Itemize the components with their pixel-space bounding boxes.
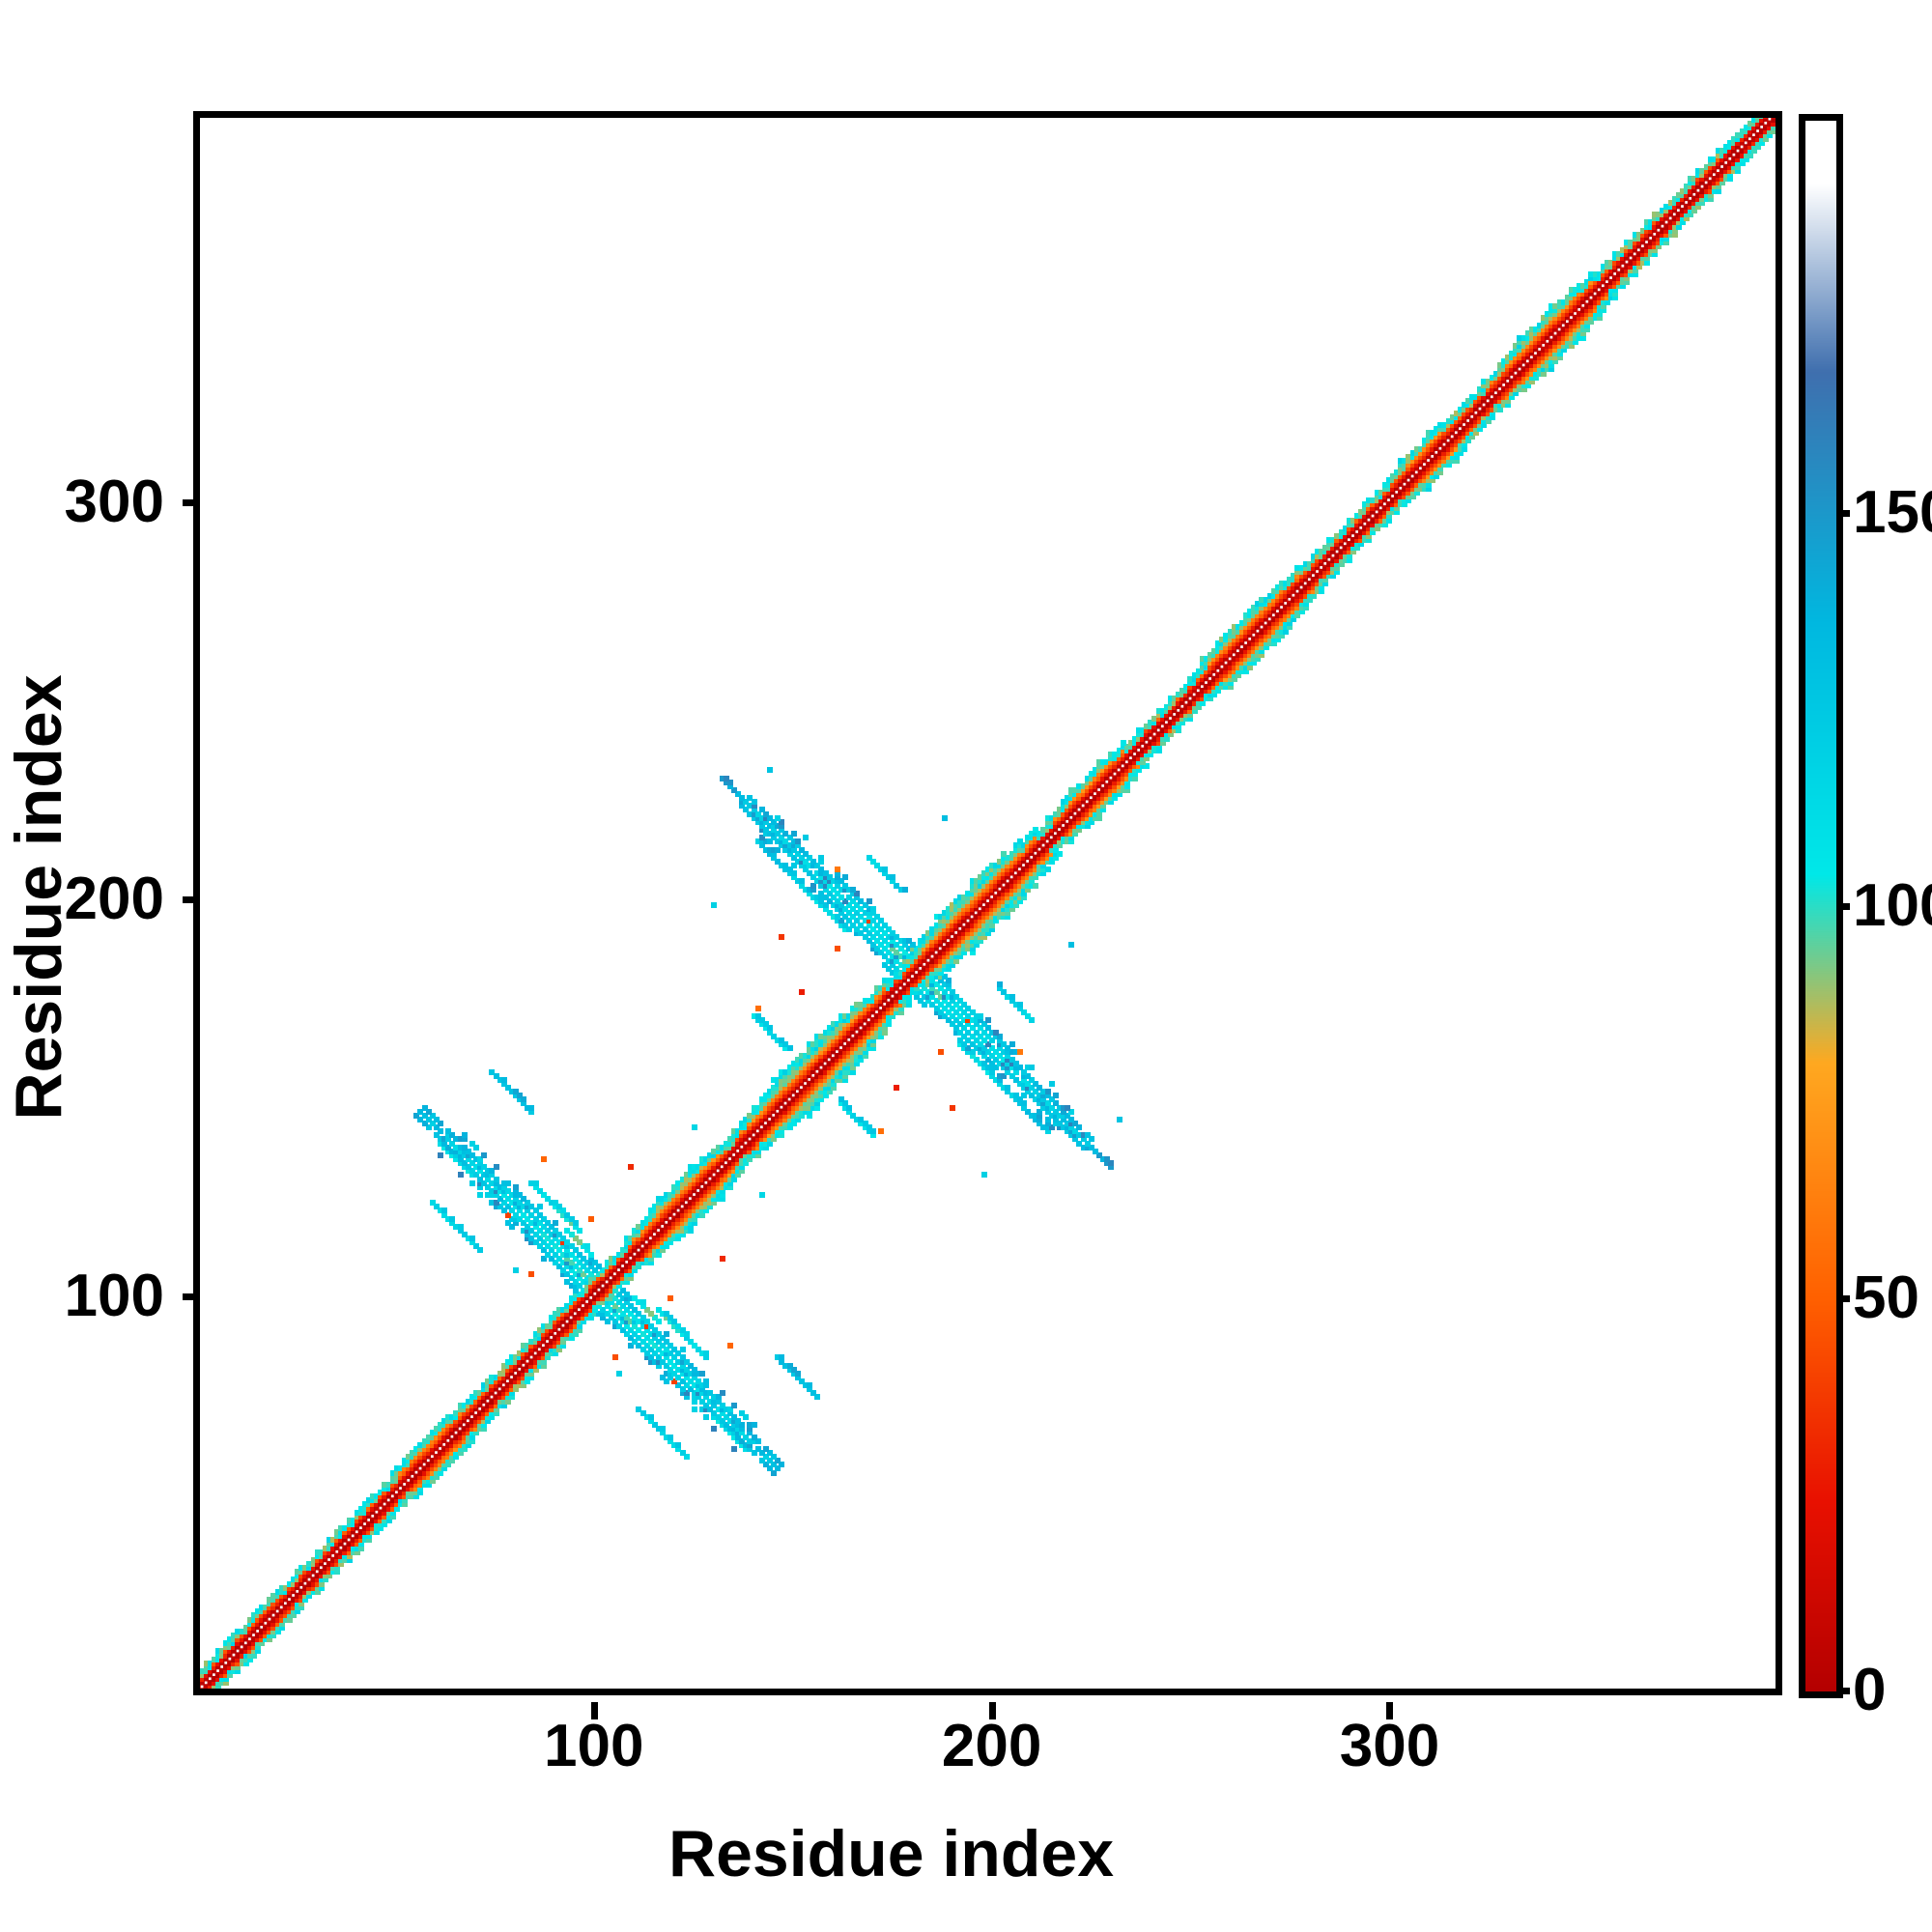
y-tick-100 bbox=[183, 1293, 200, 1300]
x-tick-300 bbox=[1386, 1702, 1394, 1719]
y-tick-label-300: 300 bbox=[64, 469, 164, 536]
x-tick-label-300: 300 bbox=[1339, 1713, 1440, 1779]
x-tick-200 bbox=[988, 1702, 996, 1719]
colorbar-tick-50 bbox=[1836, 1294, 1850, 1302]
colorbar-tick-label-100: 100 bbox=[1853, 871, 1932, 939]
contact-map-heatmap bbox=[200, 118, 1776, 1689]
x-tick-label-200: 200 bbox=[941, 1713, 1042, 1779]
contact-map-plot-area bbox=[183, 111, 1782, 1719]
colorbar: 0 50 100 150 bbox=[1799, 114, 1932, 1720]
colorbar-tick-label-150: 150 bbox=[1853, 479, 1932, 547]
y-axis-title: Residue index bbox=[2, 674, 75, 1121]
y-tick-200 bbox=[183, 895, 200, 903]
x-tick-label-100: 100 bbox=[544, 1713, 644, 1779]
y-tick-label-200: 200 bbox=[64, 865, 164, 932]
x-axis-title: Residue index bbox=[668, 1817, 1115, 1890]
colorbar-gradient bbox=[1805, 121, 1836, 1691]
y-tick-label-100: 100 bbox=[64, 1262, 164, 1329]
colorbar-tick-label-50: 50 bbox=[1853, 1264, 1919, 1331]
colorbar-tick-150 bbox=[1836, 510, 1850, 518]
colorbar-tick-0 bbox=[1836, 1688, 1850, 1694]
colorbar-tick-100 bbox=[1836, 902, 1850, 910]
colorbar-tick-label-0: 0 bbox=[1853, 1657, 1887, 1723]
y-tick-300 bbox=[183, 499, 200, 507]
x-tick-100 bbox=[590, 1702, 598, 1719]
